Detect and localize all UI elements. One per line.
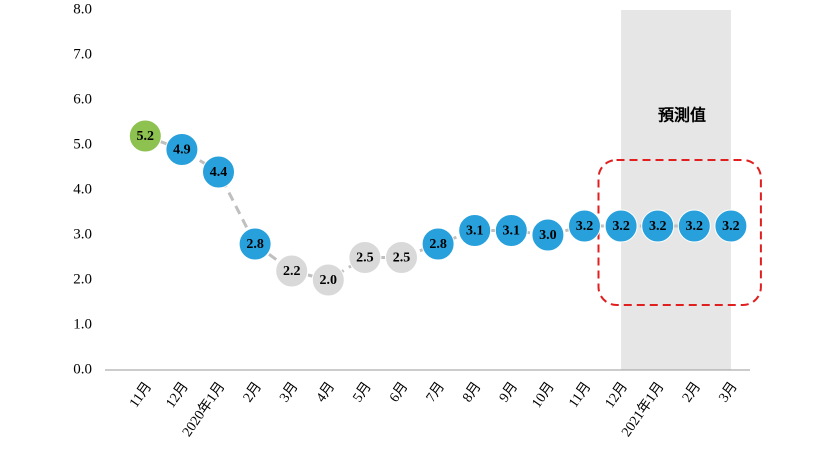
y-tick-label: 3.0: [73, 226, 92, 242]
data-point: [311, 263, 345, 297]
x-tick-label: 4月: [313, 379, 338, 405]
data-point: [128, 119, 162, 153]
data-point: [568, 209, 601, 243]
x-tick-label: 3月: [276, 379, 301, 405]
annotation: 預測值: [658, 106, 706, 125]
x-tick-label: 9月: [496, 379, 521, 405]
data-label: 3.2: [649, 219, 667, 234]
data-point: [677, 209, 711, 243]
data-label: 3.2: [722, 219, 740, 234]
data-point: [385, 241, 418, 274]
data-label: 2.2: [283, 264, 301, 279]
data-label: 2.8: [246, 237, 264, 252]
y-tick-label: 5.0: [73, 136, 92, 152]
x-tick-label: 8月: [459, 379, 484, 405]
x-tick-label: 11月: [126, 379, 155, 411]
data-point: [238, 227, 272, 261]
data-label: 5.2: [137, 129, 155, 144]
data-label: 4.4: [210, 165, 228, 180]
data-label: 2.8: [429, 237, 447, 252]
data-point: [165, 133, 199, 166]
data-point: [202, 155, 235, 189]
y-tick-label: 2.0: [73, 271, 92, 287]
data-label: 3.2: [686, 219, 704, 234]
data-label: 3.0: [539, 228, 557, 243]
data-label: 2.0: [320, 273, 338, 288]
data-point: [458, 214, 492, 247]
data-point: [714, 209, 748, 243]
data-label: 3.2: [576, 219, 594, 234]
data-label: 2.5: [356, 251, 374, 266]
x-tick-label: 12月: [163, 379, 192, 411]
y-tick-label: 6.0: [73, 91, 92, 107]
x-tick-label: 6月: [386, 379, 411, 405]
data-label: 3.1: [466, 224, 484, 239]
data-point: [641, 209, 675, 243]
x-tick-label: 12月: [602, 379, 631, 411]
data-point: [531, 218, 565, 252]
forecast-band: [621, 10, 731, 370]
data-point: [348, 241, 382, 274]
background-layer: [621, 10, 731, 370]
data-point: [494, 214, 528, 247]
y-tick-label: 0.0: [73, 361, 92, 377]
data-point: [604, 209, 638, 243]
data-point: [275, 254, 309, 288]
y-tick-label: 8.0: [73, 1, 92, 17]
x-tick-label: 10月: [529, 379, 558, 411]
data-label: 3.1: [503, 224, 521, 239]
x-tick-label: 7月: [423, 379, 448, 405]
data-label: 3.2: [612, 219, 630, 234]
y-tick-label: 7.0: [73, 46, 92, 62]
data-label: 2.5: [393, 251, 411, 266]
data-point: [421, 227, 455, 261]
x-tick-label: 5月: [350, 379, 375, 405]
x-tick-label: 2月: [240, 379, 265, 405]
y-tick-label: 1.0: [73, 316, 92, 332]
data-label: 4.9: [173, 143, 191, 158]
x-tick-label: 3月: [716, 379, 741, 405]
x-tick-label: 11月: [566, 379, 595, 411]
y-tick-label: 4.0: [73, 181, 92, 197]
x-tick-label: 2月: [679, 379, 704, 405]
